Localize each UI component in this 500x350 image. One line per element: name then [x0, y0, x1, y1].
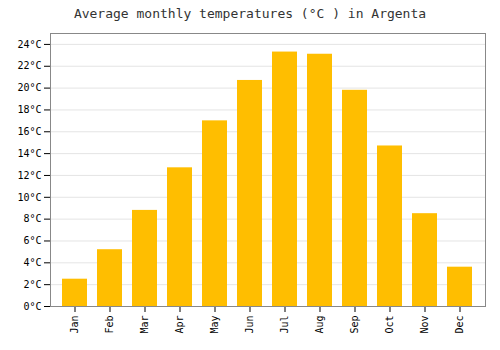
svg-text:Apr: Apr — [174, 316, 185, 334]
svg-text:14°C: 14°C — [17, 148, 41, 159]
svg-text:16°C: 16°C — [17, 126, 41, 137]
svg-text:18°C: 18°C — [17, 104, 41, 115]
svg-text:Dec: Dec — [454, 316, 465, 334]
svg-text:Jun: Jun — [244, 316, 255, 334]
svg-text:Aug: Aug — [314, 316, 325, 334]
svg-text:Jan: Jan — [69, 316, 80, 334]
svg-text:May: May — [209, 316, 220, 334]
svg-text:Oct: Oct — [384, 316, 395, 334]
svg-text:Nov: Nov — [419, 316, 430, 334]
svg-text:6°C: 6°C — [23, 235, 41, 246]
html-text:Average monthly temperatures (: Average monthly temperatures (°C ) in Ar… — [73, 6, 427, 21]
svg-text:Mar: Mar — [139, 316, 150, 334]
svg-text:20°C: 20°C — [17, 82, 41, 93]
svg-text:0°C: 0°C — [23, 301, 41, 312]
svg-text:4°C: 4°C — [23, 257, 41, 268]
svg-text:12°C: 12°C — [17, 170, 41, 181]
svg-text:24°C: 24°C — [17, 39, 41, 50]
svg-text:8°C: 8°C — [23, 213, 41, 224]
svg-text:10°C: 10°C — [17, 192, 41, 203]
svg-text:Sep: Sep — [349, 316, 360, 334]
svg-text:Jul: Jul — [279, 316, 290, 334]
svg-text:2°C: 2°C — [23, 279, 41, 290]
svg-text:22°C: 22°C — [17, 60, 41, 71]
svg-text:Feb: Feb — [104, 316, 115, 334]
